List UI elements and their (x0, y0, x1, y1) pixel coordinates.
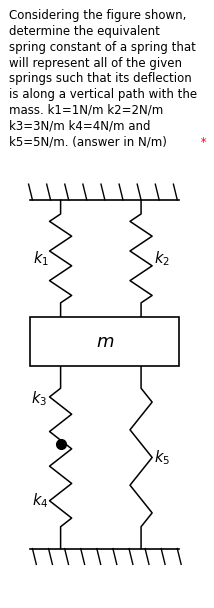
Text: determine the equivalent: determine the equivalent (9, 25, 159, 38)
Text: k5=5N/m. (answer in N/m): k5=5N/m. (answer in N/m) (9, 136, 166, 148)
Text: Considering the figure shown,: Considering the figure shown, (9, 9, 186, 22)
Text: is along a vertical path with the: is along a vertical path with the (9, 88, 197, 101)
Text: $m$: $m$ (96, 333, 114, 351)
Text: springs such that its deflection: springs such that its deflection (9, 72, 191, 85)
Text: $k_2$: $k_2$ (154, 249, 170, 268)
Text: *: * (197, 136, 207, 148)
Text: k3=3N/m k4=4N/m and: k3=3N/m k4=4N/m and (9, 120, 150, 133)
Text: $k_3$: $k_3$ (31, 389, 48, 408)
Bar (30, 317, 179, 367)
Text: mass. k1=1N/m k2=2N/m: mass. k1=1N/m k2=2N/m (9, 104, 163, 117)
Text: spring constant of a spring that: spring constant of a spring that (9, 41, 195, 54)
Text: $k_1$: $k_1$ (33, 249, 49, 268)
Text: $k_4$: $k_4$ (32, 491, 49, 510)
Text: will represent all of the given: will represent all of the given (9, 57, 181, 69)
Text: $k_5$: $k_5$ (154, 448, 170, 467)
